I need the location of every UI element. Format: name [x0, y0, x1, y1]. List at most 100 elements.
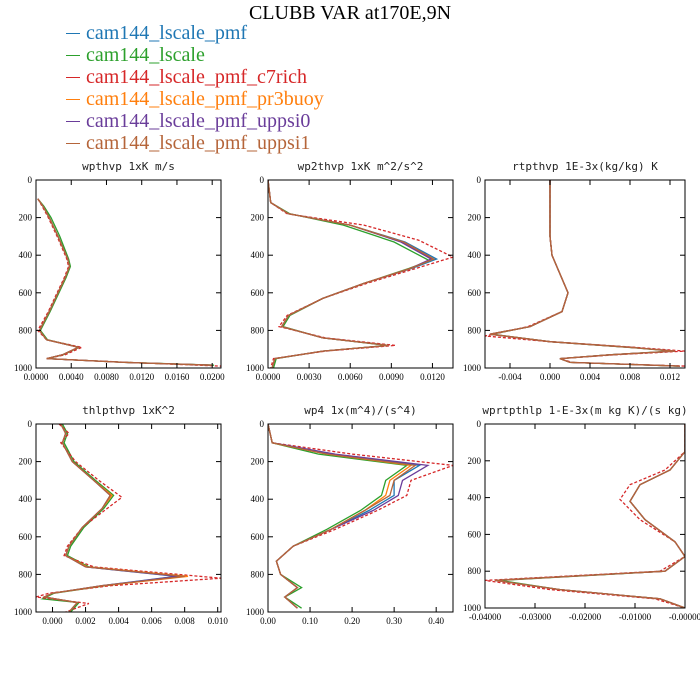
x-tick-label: -0.04000	[469, 612, 502, 622]
legend-item: cam144_lscale_pmf	[66, 22, 324, 44]
legend-label: cam144_lscale_pmf_uppsi0	[86, 110, 311, 132]
chart-title: wprtpthlp 1-E-3x(m kg K)/(s kg)	[482, 404, 687, 417]
legend-item: cam144_lscale_pmf_uppsi0	[66, 110, 324, 132]
x-tick-label: 0.00	[260, 616, 276, 626]
series-line	[37, 198, 221, 367]
x-tick-label: 0.008	[620, 372, 641, 382]
legend-label: cam144_lscale	[86, 44, 205, 66]
chart-panel: wprtpthlp 1-E-3x(m kg K)/(s kg)0 200 400 60…	[463, 404, 700, 622]
x-tick-label: -0.00000	[669, 612, 700, 622]
series-line	[494, 424, 685, 608]
legend-item: cam144_lscale	[66, 44, 324, 66]
series-line	[485, 424, 685, 608]
series-line	[268, 424, 409, 609]
y-tick-label: 800	[19, 325, 33, 335]
x-tick-label: -0.01000	[619, 612, 652, 622]
y-tick-label: 1000	[246, 363, 265, 373]
x-tick-label: 0.0120	[420, 372, 445, 382]
x-tick-label: 0.0040	[59, 372, 84, 382]
series-line	[499, 424, 685, 608]
x-tick-label: 0.0200	[200, 372, 225, 382]
y-tick-label: 200	[468, 456, 482, 466]
x-tick-label: 0.30	[386, 616, 402, 626]
x-tick-label: 0.012	[660, 372, 680, 382]
y-tick-label: 600	[251, 288, 265, 298]
plot-frame	[267, 179, 454, 369]
x-tick-label: 0.006	[142, 616, 163, 626]
legend-swatch	[66, 54, 80, 56]
x-tick-label: -0.02000	[569, 612, 602, 622]
legend-item: cam144_lscale_pmf_c7rich	[66, 66, 324, 88]
legend-item: cam144_lscale_pmf_uppsi1	[66, 132, 324, 154]
y-tick-label: 0	[28, 419, 33, 429]
y-tick-label: 1000	[14, 363, 33, 373]
chart-panel: thlpthvp 1xK^2 0 200 400 600 800 1000 0.000 0.00…	[14, 404, 228, 626]
chart-title: wpthvp 1xK m/s	[82, 160, 175, 173]
x-tick-label: 0.0030	[297, 372, 322, 382]
y-tick-label: 200	[468, 213, 482, 223]
x-tick-label: -0.004	[498, 372, 522, 382]
y-tick-label: 200	[19, 457, 33, 467]
series-line	[268, 180, 434, 368]
y-tick-label: 400	[468, 493, 482, 503]
series-line	[489, 180, 681, 367]
legend-label: cam144_lscale_pmf_c7rich	[86, 66, 308, 88]
x-tick-label: 0.0080	[94, 372, 119, 382]
chart-panel: rtpthvp 1E-3x(kg/kg) K 0 200 400 600 800 1000 -…	[463, 160, 686, 382]
x-tick-label: 0.0090	[379, 372, 404, 382]
legend-label: cam144_lscale_pmf_pr3buoy	[86, 88, 324, 110]
series-line	[36, 424, 221, 612]
y-tick-label: 600	[468, 288, 482, 298]
series-line	[37, 198, 215, 366]
x-tick-label: 0.0060	[338, 372, 363, 382]
x-tick-label: 0.0160	[165, 372, 190, 382]
series-line	[42, 424, 177, 612]
series-line	[268, 180, 439, 368]
y-tick-label: 600	[19, 532, 33, 542]
series-line	[494, 424, 685, 608]
y-tick-label: 1000	[14, 607, 33, 617]
y-tick-label: 400	[251, 250, 265, 260]
y-tick-label: 600	[468, 529, 482, 539]
x-tick-label: -0.03000	[519, 612, 552, 622]
series-line	[494, 424, 685, 608]
x-tick-label: 0.0000	[256, 372, 281, 382]
page-title: CLUBB VAR at170E,9N	[248, 2, 452, 24]
series-line	[37, 198, 213, 366]
series-line	[494, 424, 685, 608]
chart-title: wp2thvp 1xK m^2/s^2	[298, 160, 424, 173]
y-tick-label: 400	[468, 250, 482, 260]
x-tick-label: 0.10	[302, 616, 318, 626]
x-tick-label: 0.0120	[129, 372, 154, 382]
x-tick-label: 0.010	[208, 616, 229, 626]
series-line	[268, 180, 453, 368]
series-line	[42, 424, 179, 612]
y-tick-label: 800	[468, 325, 482, 335]
legend: cam144_lscale_pmf cam144_lscale cam144_l…	[66, 22, 324, 154]
legend-swatch	[66, 120, 80, 122]
y-tick-label: 1000	[463, 363, 482, 373]
y-tick-label: 400	[19, 494, 33, 504]
y-tick-label: 200	[251, 213, 265, 223]
legend-swatch	[66, 98, 80, 100]
y-tick-label: 0	[477, 175, 482, 185]
y-tick-label: 1000	[463, 603, 482, 613]
series-line	[268, 180, 433, 368]
y-tick-label: 400	[19, 250, 33, 260]
y-tick-label: 200	[251, 457, 265, 467]
series-line	[268, 424, 430, 609]
plot-frame	[35, 179, 222, 369]
legend-swatch	[66, 76, 80, 78]
y-tick-label: 800	[468, 566, 482, 576]
series-line	[268, 180, 436, 368]
x-tick-label: 0.000	[42, 616, 63, 626]
y-tick-label: 1000	[246, 607, 265, 617]
series-line	[268, 424, 417, 609]
plot-frame	[267, 423, 454, 613]
y-tick-label: 0	[260, 419, 265, 429]
y-tick-label: 200	[19, 213, 33, 223]
x-tick-label: 0.008	[175, 616, 196, 626]
y-tick-label: 600	[251, 532, 265, 542]
y-tick-label: 0	[477, 419, 482, 429]
